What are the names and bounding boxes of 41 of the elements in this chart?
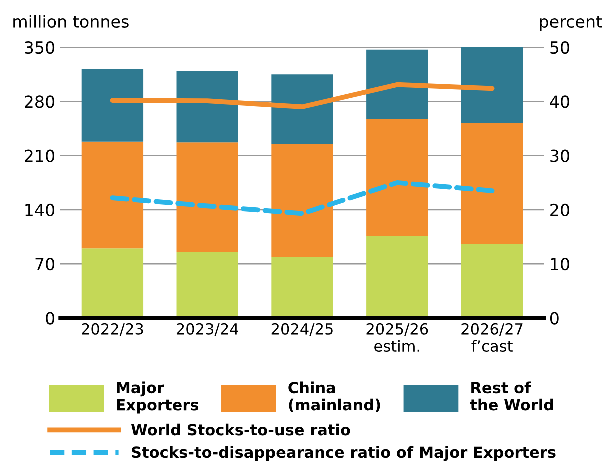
bar [82,248,144,318]
y-tick-label: 350 [25,41,55,54]
bar [272,74,334,144]
bar [366,50,428,120]
y-tick-label: 70 [36,258,55,271]
y2-tick-label: 10 [551,258,570,271]
bar [176,142,238,252]
x-tick-label: 2023/24 [176,323,238,336]
x-tick-label: 2026/27 f’cast [462,323,523,352]
line-series [110,180,495,216]
bar [461,123,524,244]
legend-label: World Stocks-to-use ratio [131,424,350,436]
line-series [110,82,495,110]
y-axis-title: million tonnes [14,15,129,28]
x-tick-label: 2025/26 estim. [366,323,428,352]
x-tick-label: 2024/25 [272,323,333,336]
bar [272,257,334,318]
y2-axis-title: percent [540,16,602,32]
bar [366,119,428,236]
bar [82,142,144,249]
x-tick-label: 2022/23 [82,323,144,336]
legend-label: Major Exporters [117,382,199,414]
y2-tick-label: 50 [550,41,570,54]
bar [272,144,334,258]
bar [461,244,524,318]
legend-label: China (mainland) [288,382,380,413]
bar [366,236,428,318]
y2-tick-label: 30 [550,150,570,162]
y-tick-label: 280 [25,96,55,108]
y2-tick-label: 20 [550,204,570,217]
bar [176,252,238,318]
y2-tick-label: 40 [550,96,570,108]
bar [461,48,524,124]
legend-label: Stocks-to-disappearance ratio of Major Exporters [132,446,556,462]
y-tick-label: 0 [46,312,55,325]
bar [82,69,144,142]
bar [176,71,238,143]
y-tick-label: 210 [25,150,55,162]
legend-label: Rest of the World [470,382,554,411]
y2-tick-label: 0 [550,312,559,325]
y-tick-label: 140 [26,204,55,217]
